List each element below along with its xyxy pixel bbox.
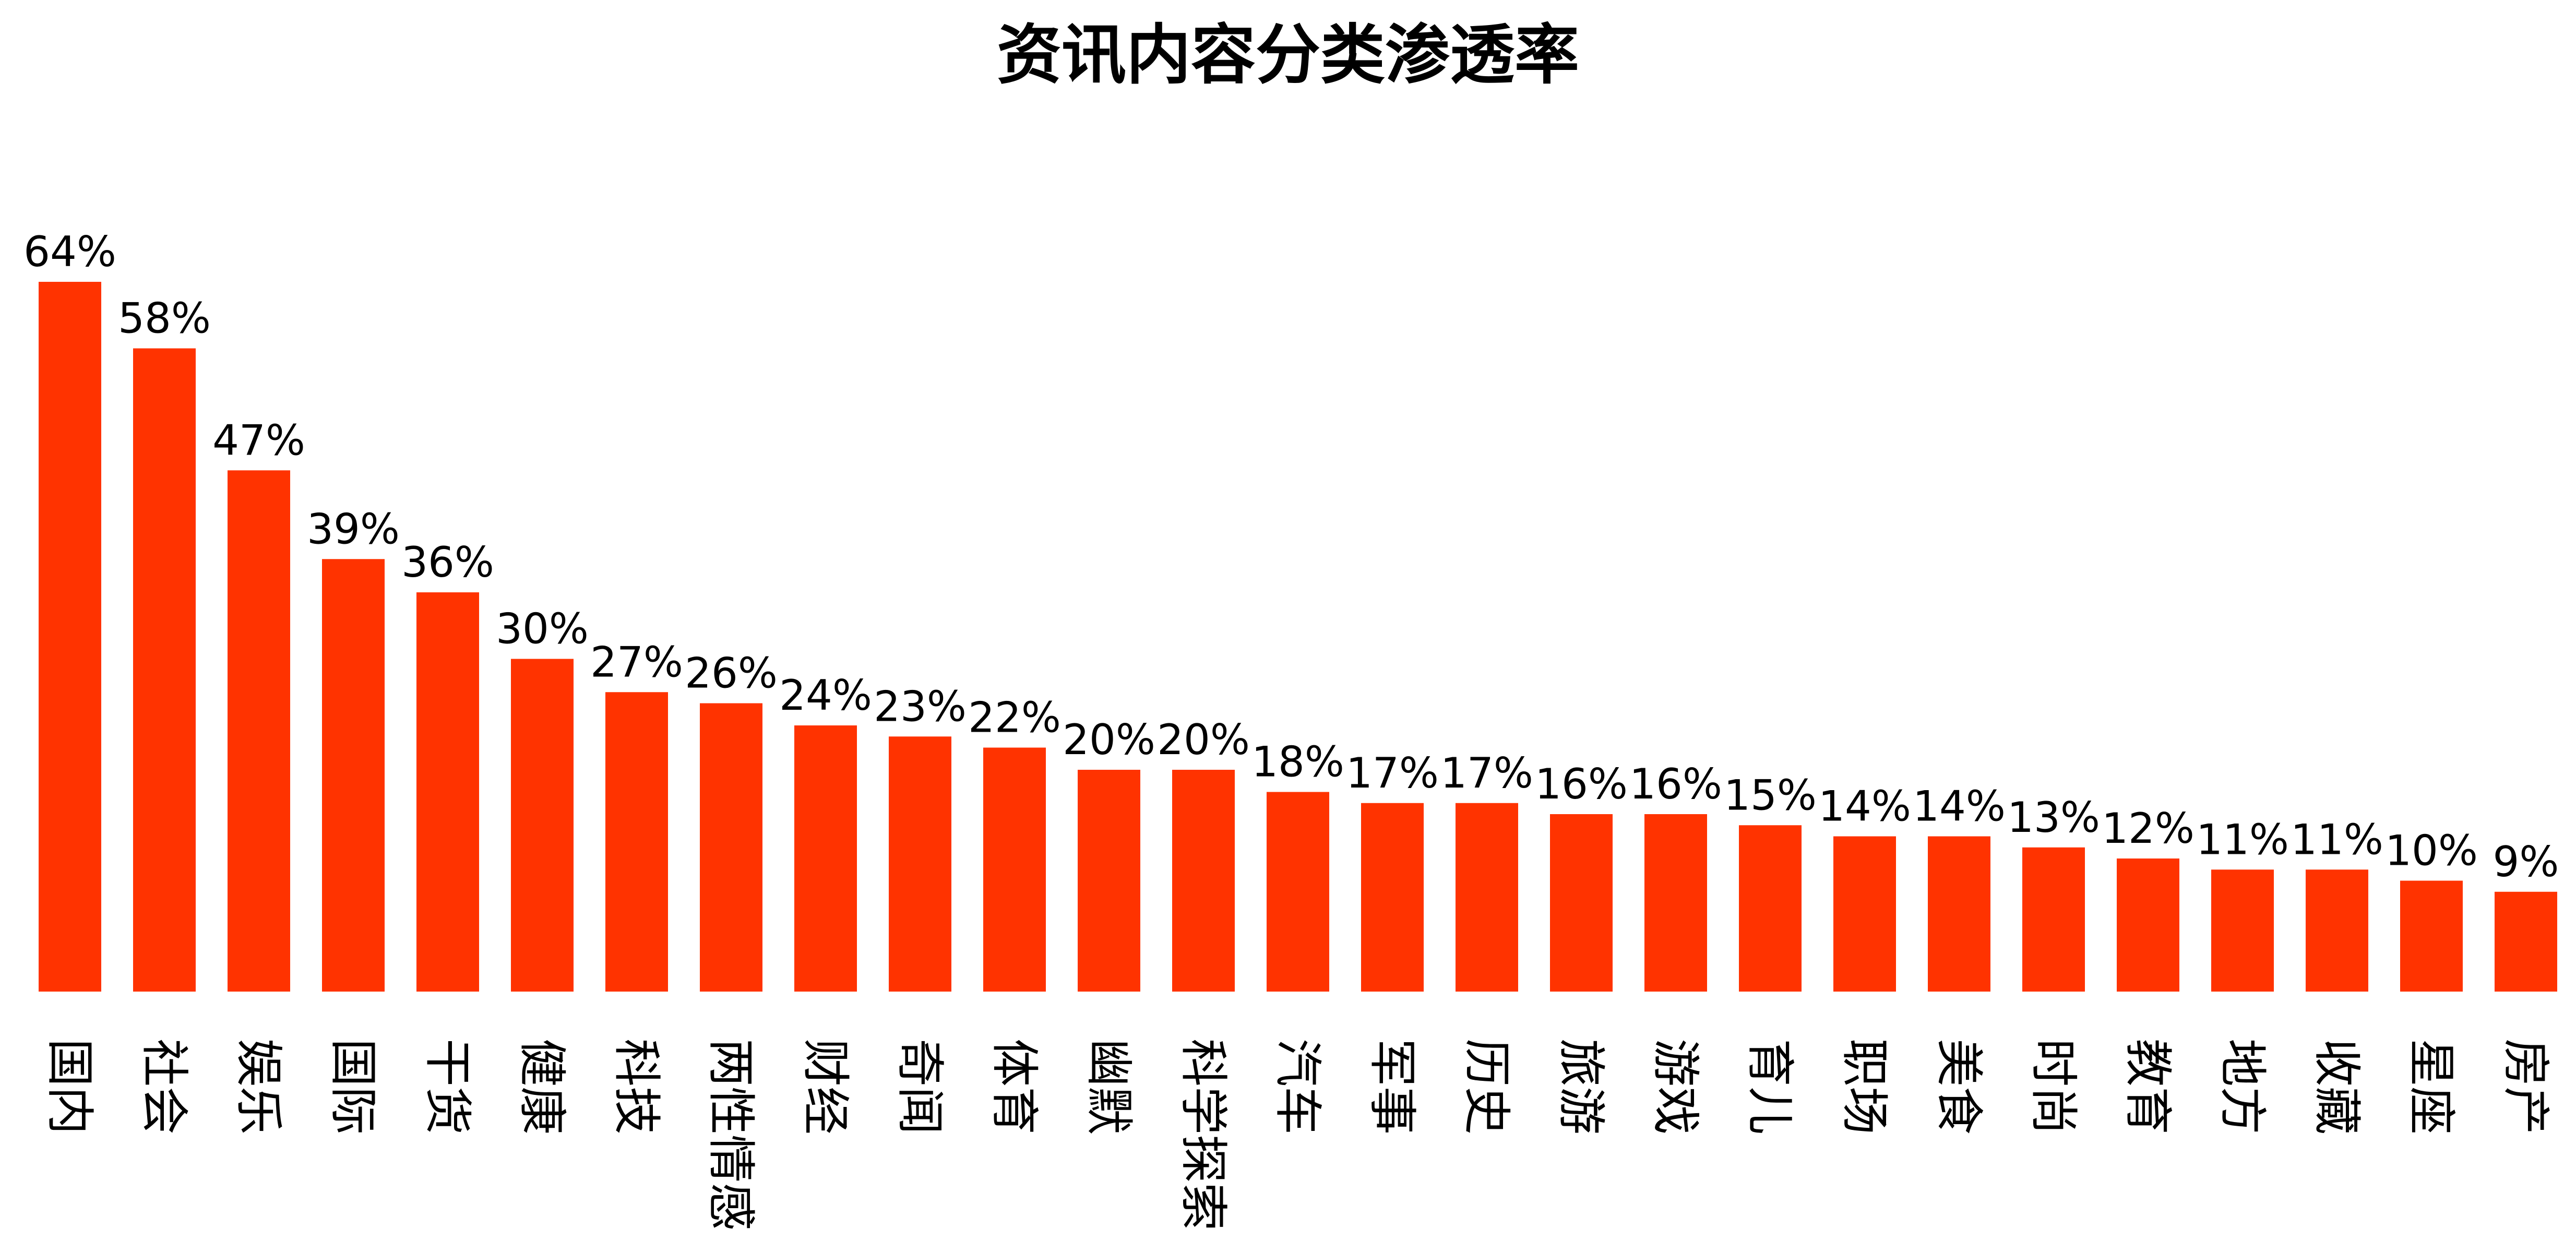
bar-3: [228, 470, 290, 992]
bar-10: [889, 736, 951, 992]
bar-11: [983, 747, 1046, 992]
category-label-10: 奇闻: [892, 1039, 948, 1135]
bar-1: [39, 282, 101, 992]
value-label-24: 11%: [2196, 815, 2289, 864]
value-label-5: 36%: [401, 538, 494, 587]
category-label-3: 娱乐: [231, 1039, 287, 1135]
category-label-11: 体育: [986, 1039, 1042, 1135]
category-label-4: 国际: [325, 1039, 381, 1135]
value-label-19: 15%: [1724, 771, 1817, 819]
category-label-6: 健康: [514, 1039, 570, 1135]
value-label-11: 22%: [968, 694, 1061, 742]
category-label-21: 美食: [1931, 1039, 1987, 1135]
value-label-23: 12%: [2102, 804, 2195, 853]
category-label-2: 社会: [136, 1039, 192, 1135]
bar-6: [511, 659, 574, 992]
category-label-18: 游戏: [1648, 1039, 1703, 1135]
value-label-20: 14%: [1818, 782, 1911, 831]
value-labels-group: 64%58%47%39%36%30%27% 26% 24% 23% 22% 20% 20% 1…: [23, 228, 2559, 886]
value-label-9: 24%: [779, 671, 872, 720]
bar-20: [1833, 836, 1896, 992]
value-label-1: 64%: [23, 228, 116, 276]
category-label-20: 职场: [1836, 1039, 1892, 1135]
category-label-24: 地方: [2214, 1039, 2270, 1135]
category-label-23: 教育: [2120, 1039, 2176, 1135]
bar-5: [416, 592, 479, 992]
bar-13: [1172, 770, 1235, 992]
category-label-12: 幽默: [1081, 1039, 1137, 1135]
value-label-21: 14%: [1913, 782, 2006, 831]
category-label-15: 军事: [1364, 1039, 1420, 1135]
category-label-9: 财经: [797, 1039, 853, 1135]
category-label-17: 旅游: [1553, 1039, 1609, 1135]
value-label-3: 47%: [212, 416, 305, 464]
value-label-16: 17%: [1440, 749, 1533, 797]
bar-22: [2022, 847, 2085, 992]
value-label-12: 20%: [1063, 716, 1155, 764]
bar-17: [1550, 814, 1613, 992]
bar-9: [794, 725, 857, 992]
bar-19: [1739, 825, 1802, 992]
category-label-25: 收藏: [2309, 1039, 2365, 1135]
value-label-25: 11%: [2291, 815, 2383, 864]
value-label-7: 27%: [590, 638, 683, 686]
value-label-18: 16%: [1629, 760, 1722, 808]
bar-24: [2211, 869, 2274, 992]
category-label-27: 房产: [2498, 1039, 2554, 1135]
category-labels-group: 国内 社会 娱乐 国际 干货 健康 科技 两性情感 财经 奇闻 体育 幽默 科学探索 汽车 军事 历史 旅游 游戏…: [42, 1039, 2554, 1231]
value-label-8: 26%: [685, 649, 778, 698]
chart-title: 资讯内容分类渗透率: [997, 18, 1579, 93]
category-label-14: 汽车: [1270, 1039, 1326, 1135]
bar-27: [2495, 891, 2557, 992]
category-label-13: 科学探索: [1175, 1039, 1231, 1231]
value-label-22: 13%: [2007, 793, 2100, 842]
bar-4: [322, 559, 385, 992]
category-label-19: 育儿: [1742, 1039, 1798, 1135]
value-label-6: 30%: [496, 605, 589, 653]
bar-16: [1456, 803, 1518, 992]
bar-14: [1267, 792, 1329, 992]
value-label-2: 58%: [118, 294, 211, 343]
category-label-26: 星座: [2403, 1039, 2459, 1135]
bar-21: [1928, 836, 1990, 992]
bar-18: [1644, 814, 1707, 992]
bar-12: [1078, 770, 1140, 992]
bar-7: [605, 692, 668, 992]
bar-23: [2117, 858, 2179, 992]
value-label-26: 10%: [2385, 827, 2478, 875]
category-label-5: 干货: [420, 1039, 475, 1135]
bar-25: [2306, 869, 2368, 992]
bar-8: [700, 703, 762, 992]
bar-2: [133, 348, 196, 992]
bars-group: [39, 282, 2557, 992]
category-label-16: 历史: [1459, 1039, 1514, 1135]
bar-26: [2400, 880, 2463, 992]
value-label-14: 18%: [1251, 738, 1344, 786]
value-label-17: 16%: [1535, 760, 1628, 808]
bar-15: [1361, 803, 1424, 992]
category-label-7: 科技: [609, 1039, 664, 1135]
value-label-15: 17%: [1346, 749, 1439, 797]
value-label-4: 39%: [307, 505, 400, 553]
category-label-1: 国内: [42, 1039, 98, 1135]
value-label-10: 23%: [874, 682, 967, 731]
category-label-8: 两性情感: [703, 1039, 759, 1231]
value-label-13: 20%: [1157, 716, 1250, 764]
value-label-27: 9%: [2493, 838, 2559, 886]
category-label-22: 时尚: [2025, 1039, 2081, 1135]
